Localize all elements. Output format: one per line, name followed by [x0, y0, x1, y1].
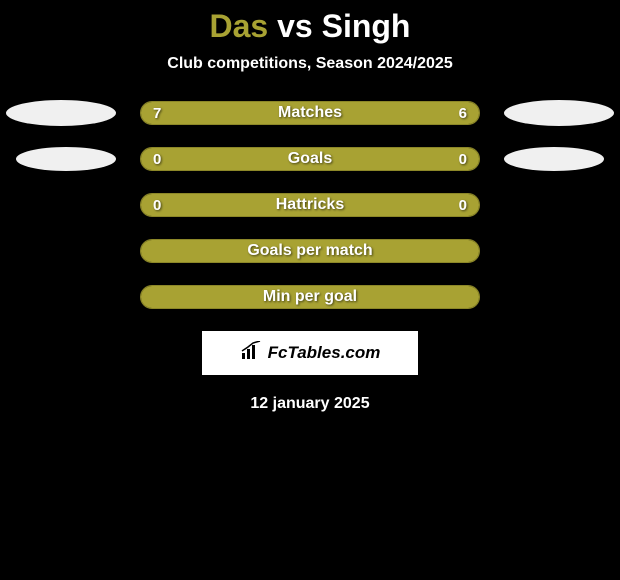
stat-label: Min per goal	[141, 286, 479, 308]
comparison-infographic: Das vs Singh Club competitions, Season 2…	[0, 0, 620, 413]
title-vs: vs	[277, 8, 313, 44]
chart-icon	[240, 341, 264, 366]
stat-row: 76Matches	[0, 101, 620, 125]
date-text: 12 january 2025	[0, 395, 620, 413]
page-title: Das vs Singh	[0, 8, 620, 45]
subtitle: Club competitions, Season 2024/2025	[0, 55, 620, 73]
player-ellipse-left	[16, 147, 116, 171]
stat-row: 00Goals	[0, 147, 620, 171]
logo-box: FcTables.com	[202, 331, 418, 375]
stat-bar: 76Matches	[140, 101, 480, 125]
stat-bar: 00Hattricks	[140, 193, 480, 217]
stat-bar: Goals per match	[140, 239, 480, 263]
stat-rows: 76Matches 00Goals 00Hattricks Goals per mat…	[0, 101, 620, 309]
title-player2: Singh	[322, 8, 411, 44]
stat-label: Goals	[141, 148, 479, 170]
stat-bar: Min per goal	[140, 285, 480, 309]
stat-label: Matches	[141, 102, 479, 124]
stat-row: 00Hattricks	[0, 193, 620, 217]
stat-row: Min per goal	[0, 285, 620, 309]
player-ellipse-right	[504, 100, 614, 126]
stat-bar: 00Goals	[140, 147, 480, 171]
title-player1: Das	[210, 8, 269, 44]
stat-label: Goals per match	[141, 240, 479, 262]
stat-row: Goals per match	[0, 239, 620, 263]
player-ellipse-left	[6, 100, 116, 126]
player-ellipse-right	[504, 147, 604, 171]
logo-text: FcTables.com	[268, 343, 381, 363]
stat-label: Hattricks	[141, 194, 479, 216]
